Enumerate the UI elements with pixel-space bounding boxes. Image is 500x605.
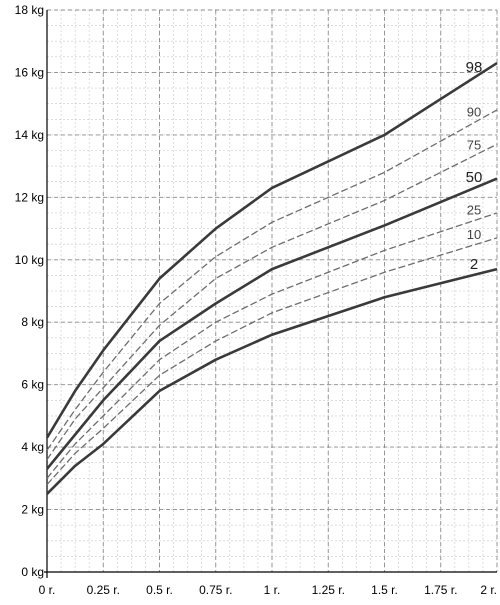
- y-tick-label: 10 kg: [15, 253, 44, 267]
- y-tick-label: 8 kg: [21, 315, 44, 329]
- y-tick-label: 4 kg: [21, 440, 44, 454]
- y-tick-label: 18 kg: [15, 3, 44, 17]
- x-tick-label: 0 r.: [39, 583, 56, 597]
- x-tick-label: 1.5 r.: [371, 583, 398, 597]
- y-tick-label: 16 kg: [15, 65, 44, 79]
- series-label-p25: 25: [467, 203, 481, 218]
- y-tick-label: 12 kg: [15, 190, 44, 204]
- series-line-p50: [45, 177, 498, 470]
- series-label-p75: 75: [467, 138, 481, 153]
- series-lines: [45, 61, 498, 495]
- y-tick-label: 0 kg: [21, 565, 44, 579]
- series-label-p98: 98: [466, 59, 483, 76]
- series-line-p98: [45, 61, 498, 439]
- x-tick-label: 0.75 r.: [199, 583, 232, 597]
- y-tick-label: 2 kg: [21, 503, 44, 517]
- x-tick-label: 1.25 r.: [312, 583, 345, 597]
- y-tick-label: 14 kg: [15, 128, 44, 142]
- series-label-p10: 10: [467, 227, 481, 242]
- x-tick-label: 1.75 r.: [424, 583, 457, 597]
- grid-major: [46, 9, 498, 573]
- x-tick-label: 2 r.: [480, 583, 497, 597]
- y-tick-label: 6 kg: [21, 378, 44, 392]
- series-label-p50: 50: [466, 169, 483, 186]
- series-line-p90: [46, 109, 498, 451]
- series-label-p2: 2: [470, 256, 478, 273]
- series-line-p75: [46, 143, 498, 460]
- axes: [44, 10, 497, 578]
- x-tick-label: 1 r.: [264, 583, 281, 597]
- series-line-p10: [46, 237, 498, 486]
- series-line-p2: [46, 267, 498, 495]
- series-labels: 98 90 75 50 25 10 2: [466, 59, 483, 273]
- x-tick-label: 0.25 r.: [87, 583, 120, 597]
- y-tick-labels: 0 kg 2 kg 4 kg 6 kg 8 kg 10 kg 12 kg 14 kg 16 kg…: [15, 3, 44, 579]
- series-label-p90: 90: [467, 105, 481, 120]
- series-line-p25: [46, 212, 498, 479]
- x-tick-label: 0.5 r.: [146, 583, 173, 597]
- x-tick-labels: 0 r. 0.25 r. 0.5 r. 0.75 r. 1 r. 1.25 r. 1.5 r…: [39, 583, 497, 597]
